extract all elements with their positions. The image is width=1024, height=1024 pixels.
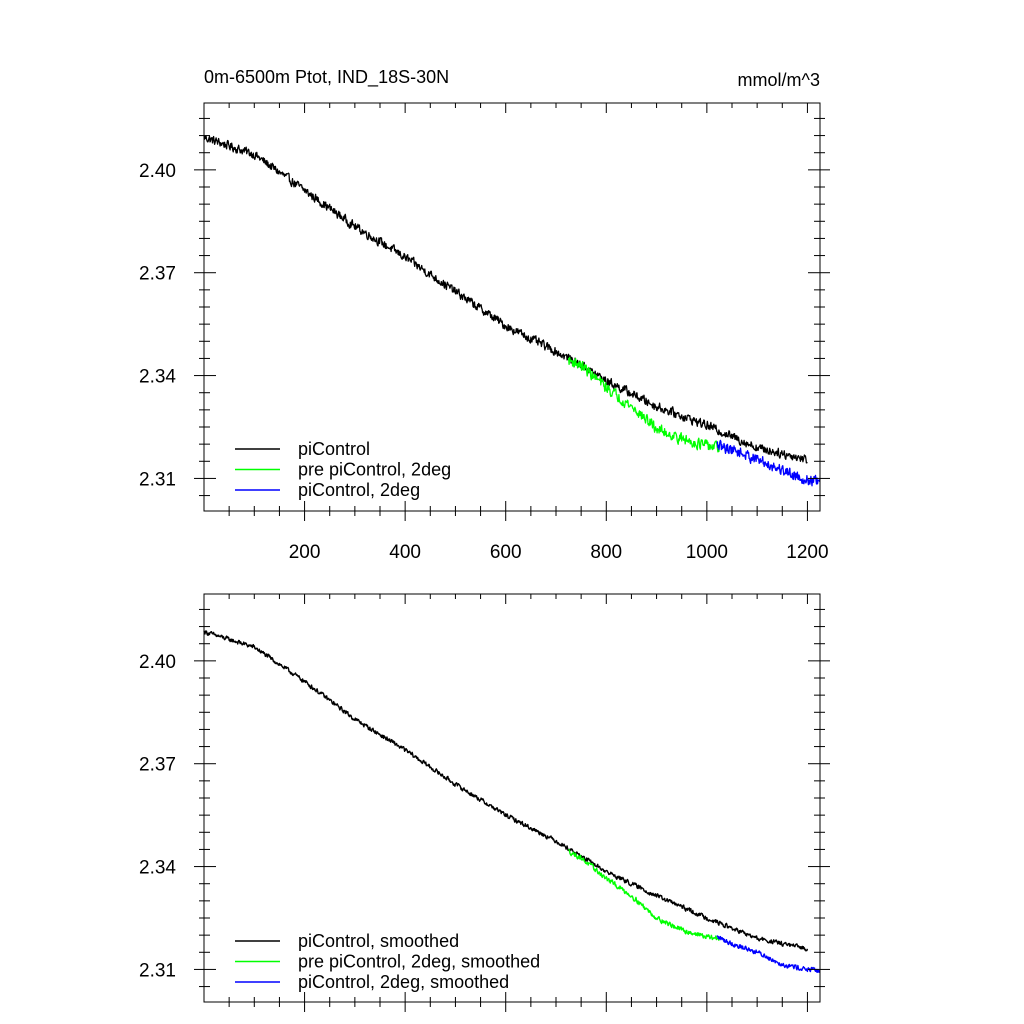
top-tick-layer: 200 400 600 800 1000 1200 2.31 2.34 2.37 2.40	[139, 103, 830, 563]
y-tick-label: 2.40	[139, 161, 176, 182]
y-tick-label: 2.31	[139, 960, 176, 981]
y-tick-label: 2.40	[139, 652, 176, 673]
top-panel-units: mmol/m^3	[738, 70, 820, 90]
series-line-picontrol-2deg	[716, 439, 821, 487]
bottom-tick-layer: 2.31 2.34 2.37 2.40	[139, 594, 830, 1012]
series-line-pre-picontrol-2deg-smoothed	[568, 848, 720, 941]
series-line-pre-picontrol-2deg	[567, 356, 721, 453]
series-line-picontrol	[203, 135, 808, 464]
legend-label: pre piControl, 2deg	[298, 460, 451, 480]
legend-label: piControl, smoothed	[298, 931, 459, 951]
bottom-series-layer	[203, 630, 821, 973]
series-line-picontrol-2deg-smoothed	[716, 935, 821, 973]
legend-label: piControl, 2deg	[298, 480, 420, 500]
x-tick-label: 800	[590, 542, 622, 563]
legend-label: pre piControl, 2deg, smoothed	[298, 952, 540, 972]
top-plot-frame	[203, 102, 821, 512]
bottom-plot-frame	[203, 593, 821, 1003]
bottom-panel: 2.31 2.34 2.37 2.40 piControl, smoothedpre …	[139, 593, 830, 1012]
y-tick-label: 2.34	[139, 858, 176, 879]
legend-label: piControl, 2deg, smoothed	[298, 972, 509, 992]
x-tick-label: 400	[389, 542, 421, 563]
x-tick-label: 1000	[686, 542, 728, 563]
top-panel: 0m-6500m Ptot, IND_18S-30N mmol/m^3 200 4…	[139, 67, 830, 563]
y-tick-label: 2.31	[139, 469, 176, 490]
top-series-layer	[203, 135, 821, 487]
y-tick-label: 2.34	[139, 367, 176, 388]
series-line-picontrol-smoothed	[203, 630, 809, 952]
x-tick-label: 1200	[786, 542, 828, 563]
x-tick-label: 200	[289, 542, 321, 563]
top-panel-title: 0m-6500m Ptot, IND_18S-30N	[204, 67, 449, 88]
legend-label: piControl	[298, 439, 370, 459]
y-tick-label: 2.37	[139, 755, 176, 776]
x-tick-label: 600	[490, 542, 522, 563]
y-tick-label: 2.37	[139, 264, 176, 285]
